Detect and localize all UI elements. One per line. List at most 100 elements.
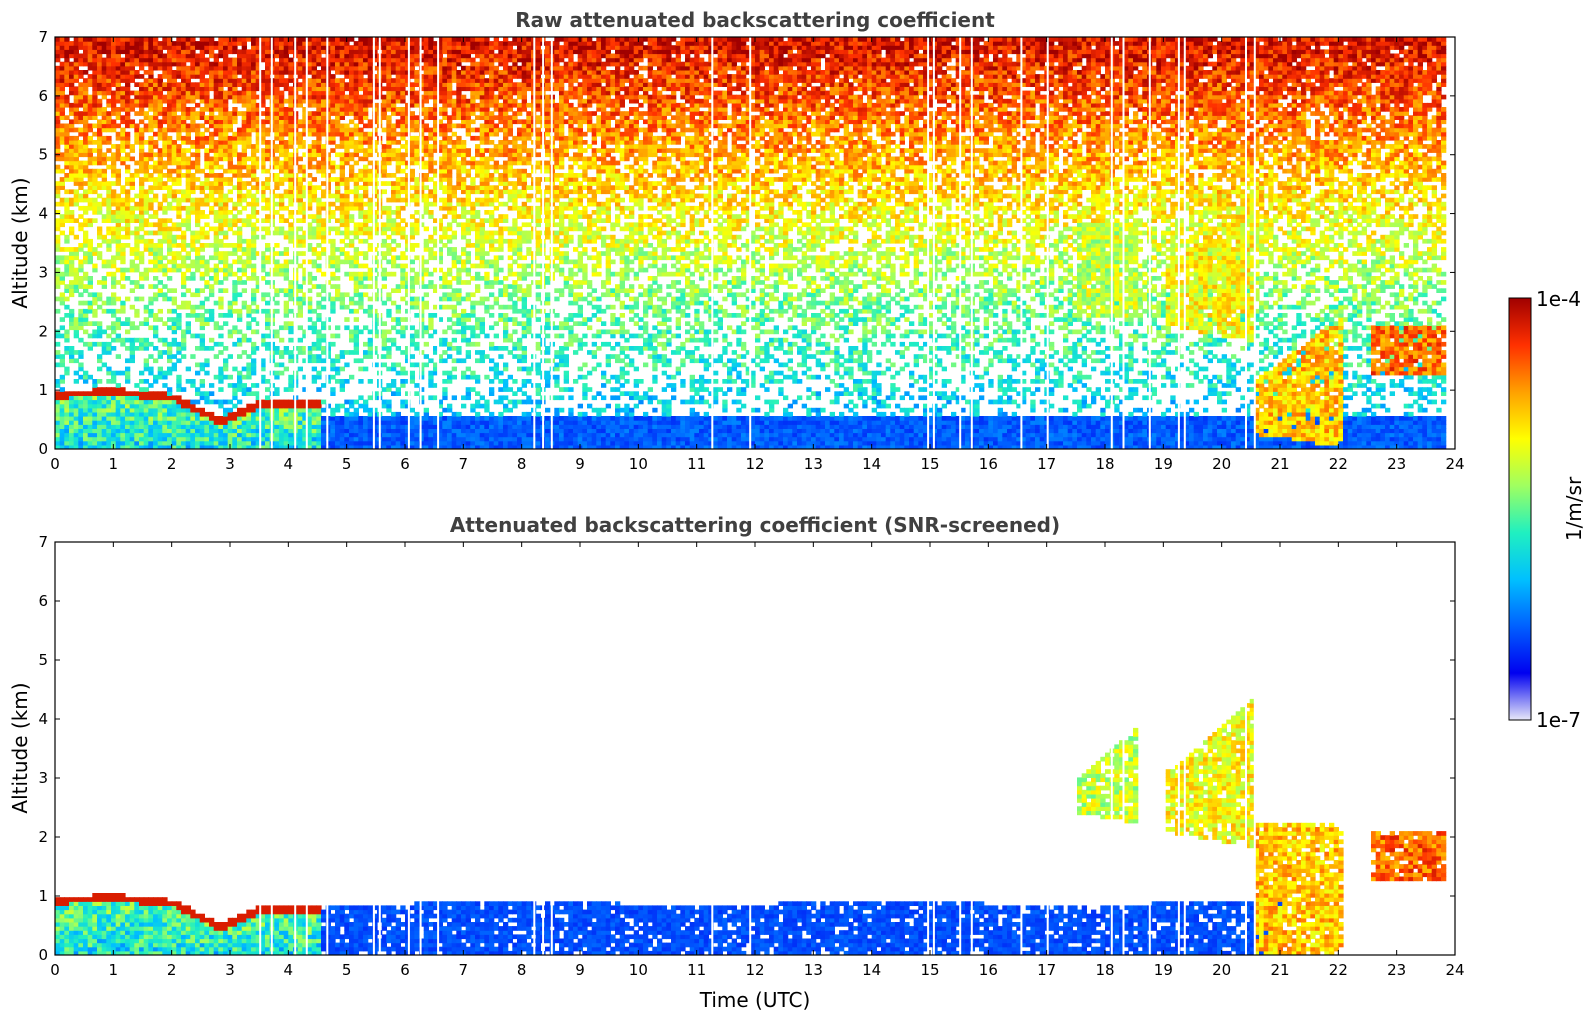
heatmap-cell [265,62,270,67]
heatmap-cell [386,387,391,392]
heatmap-cell [335,132,340,137]
heatmap-cell [246,260,251,265]
heatmap-cell [335,297,340,302]
heatmap-cell [246,91,251,96]
heatmap-cell [386,297,391,302]
heatmap-cell [340,140,345,145]
heatmap-cell [181,292,186,297]
heatmap-cell [116,391,121,396]
heatmap-cell [167,354,172,359]
heatmap-cell [251,408,256,413]
heatmap-cell [316,358,321,363]
heatmap-cell [158,132,163,137]
heatmap-cell [316,74,321,79]
heatmap-cell [321,148,326,153]
heatmap-cell [190,62,195,67]
heatmap-cell [144,321,149,326]
heatmap-cell [78,367,83,372]
heatmap-cell [167,420,172,425]
heatmap-cell [214,103,219,108]
heatmap-cell [144,54,149,59]
heatmap-cell [111,272,116,277]
heatmap-cell [265,206,270,211]
heatmap-cell [316,354,321,359]
heatmap-cell [111,78,116,83]
heatmap-cell [386,428,391,433]
heatmap-cell [153,214,158,219]
heatmap-cell [316,292,321,297]
heatmap-cell [60,128,65,133]
heatmap-cell [223,128,228,133]
heatmap-cell [391,140,396,145]
heatmap-cell [64,210,69,215]
heatmap-cell [83,395,88,400]
heatmap-cell [340,99,345,104]
heatmap-cell [158,169,163,174]
heatmap-cell [88,169,93,174]
heatmap-cell [195,214,200,219]
heatmap-cell [321,189,326,194]
heatmap-cell [195,235,200,240]
heatmap-cell [111,49,116,54]
heatmap-cell [153,292,158,297]
heatmap-cell [78,276,83,281]
heatmap-cell [242,428,247,433]
heatmap-cell [354,144,359,149]
heatmap-cell [274,128,279,133]
heatmap-cell [223,416,228,421]
heatmap-cell [130,408,135,413]
heatmap-cell [200,214,205,219]
heatmap-cell [83,375,88,380]
heatmap-cell [64,62,69,67]
heatmap-cell [60,260,65,265]
heatmap-cell [274,82,279,87]
heatmap-cell [195,165,200,170]
heatmap-cell [111,338,116,343]
heatmap-cell [218,202,223,207]
heatmap-cell [354,358,359,363]
heatmap-cell [251,177,256,182]
heatmap-cell [116,54,121,59]
heatmap-cell [60,66,65,71]
heatmap-cell [88,99,93,104]
heatmap-cell [148,82,153,87]
heatmap-cell [246,70,251,75]
heatmap-cell [204,309,209,314]
heatmap-cell [64,202,69,207]
heatmap-cell [354,247,359,252]
heatmap-cell [288,408,293,413]
heatmap-cell [368,428,373,433]
heatmap-cell [354,437,359,442]
heatmap-cell [144,62,149,67]
heatmap-cell [186,70,191,75]
heatmap-cell [316,428,321,433]
heatmap-cell [130,346,135,351]
heatmap-cell [125,198,130,203]
heatmap-cell [78,264,83,269]
heatmap-cell [368,424,373,429]
heatmap-cell [55,441,60,446]
heatmap-cell [162,350,167,355]
heatmap-cell [218,400,223,405]
heatmap-cell [344,66,349,71]
heatmap-cell [298,367,303,372]
heatmap-cell [330,391,335,396]
heatmap-cell [363,148,368,153]
heatmap-cell [204,412,209,417]
heatmap-cell [97,387,102,392]
heatmap-cell [106,371,111,376]
heatmap-cell [181,408,186,413]
heatmap-cell [246,354,251,359]
heatmap-cell [312,49,317,54]
heatmap-cell [321,45,326,50]
heatmap-cell [125,227,130,232]
heatmap-cell [88,58,93,63]
heatmap-cell [69,247,74,252]
heatmap-cell [134,231,139,236]
heatmap-cell [349,334,354,339]
heatmap-cell [88,424,93,429]
heatmap-cell [214,132,219,137]
heatmap-cell [344,251,349,256]
heatmap-cell [144,124,149,129]
heatmap-cell [74,91,79,96]
